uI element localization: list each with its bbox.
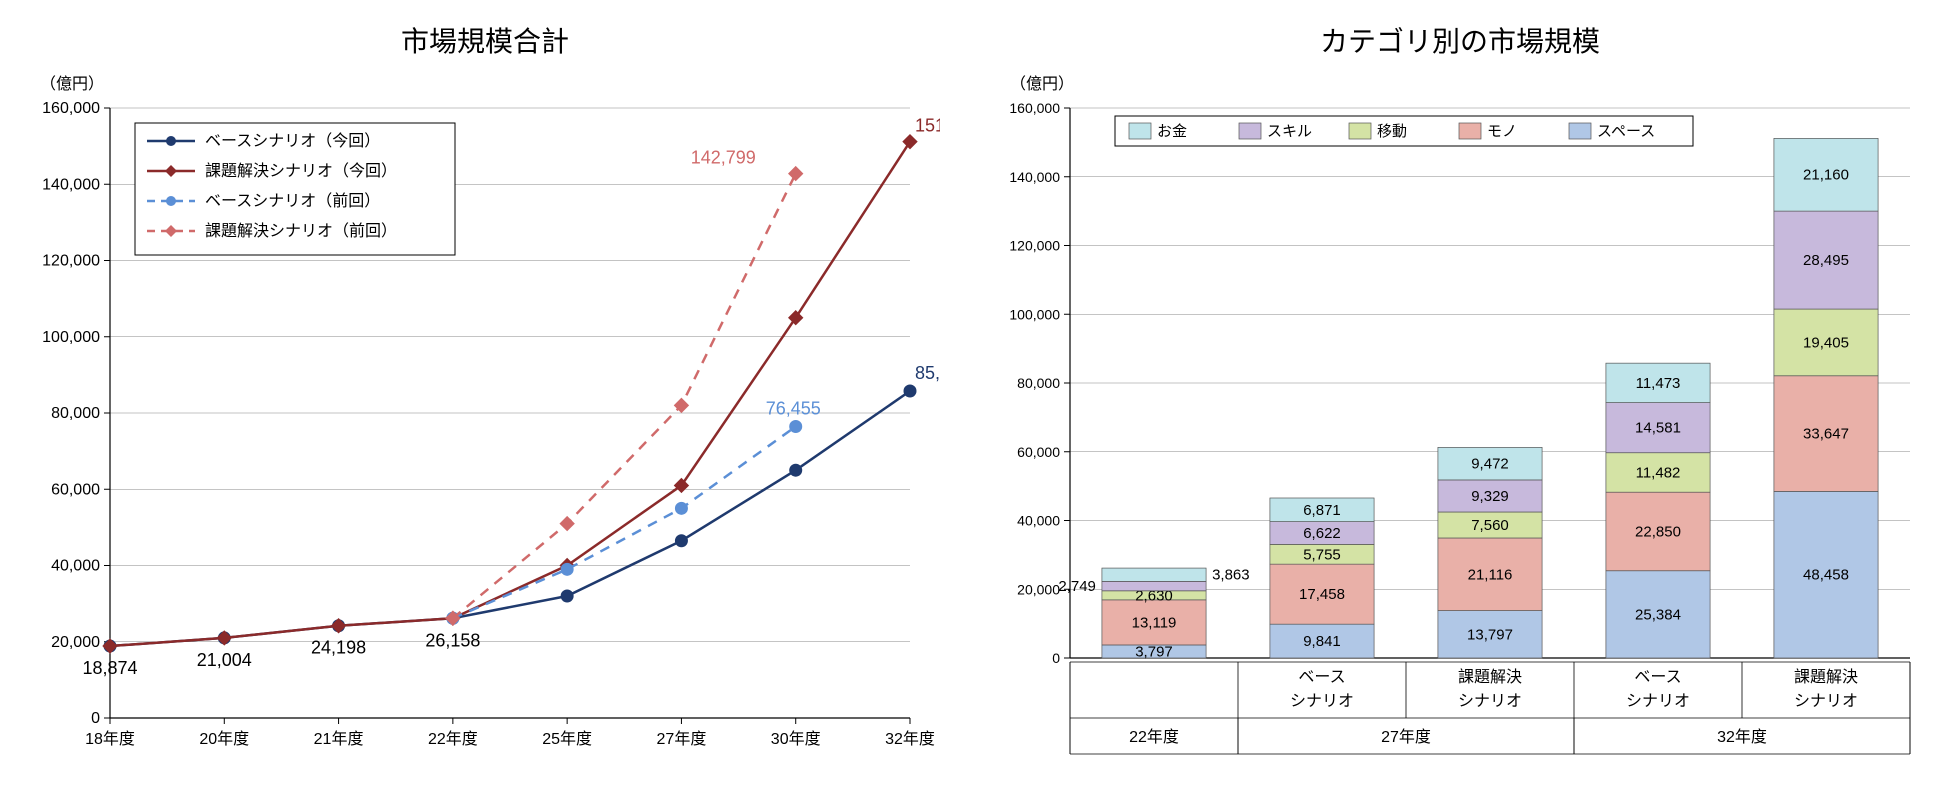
svg-text:22年度: 22年度	[428, 730, 478, 748]
svg-text:お金: お金	[1157, 123, 1187, 140]
svg-text:100,000: 100,000	[1009, 306, 1060, 322]
svg-text:21,160: 21,160	[1803, 167, 1849, 184]
svg-text:60,000: 60,000	[51, 481, 100, 498]
svg-text:ベース: ベース	[1634, 669, 1681, 686]
svg-text:76,455: 76,455	[766, 399, 821, 419]
svg-text:課題解決: 課題解決	[1794, 668, 1858, 686]
svg-text:6,622: 6,622	[1303, 525, 1341, 542]
svg-text:25年度: 25年度	[542, 730, 592, 748]
svg-text:40,000: 40,000	[51, 558, 100, 575]
right-chart-title: カテゴリ別の市場規模	[990, 20, 1930, 60]
svg-text:120,000: 120,000	[42, 253, 100, 270]
svg-text:151,165: 151,165	[915, 116, 940, 136]
svg-text:27年度: 27年度	[1381, 728, 1431, 746]
svg-text:シナリオ: シナリオ	[1626, 693, 1690, 710]
svg-text:26,158: 26,158	[425, 630, 480, 650]
svg-text:140,000: 140,000	[1009, 169, 1060, 185]
svg-text:スキル: スキル	[1267, 123, 1312, 140]
svg-text:120,000: 120,000	[1009, 238, 1060, 254]
svg-text:21,004: 21,004	[197, 650, 252, 670]
svg-text:スペース: スペース	[1597, 123, 1655, 140]
svg-text:14,581: 14,581	[1635, 420, 1681, 437]
svg-text:33,647: 33,647	[1803, 426, 1849, 443]
svg-text:20,000: 20,000	[1017, 581, 1060, 597]
svg-text:27年度: 27年度	[657, 730, 707, 748]
svg-text:21年度: 21年度	[314, 730, 364, 748]
svg-text:85,770: 85,770	[915, 363, 940, 383]
svg-text:5,755: 5,755	[1303, 546, 1341, 563]
svg-text:80,000: 80,000	[1017, 375, 1060, 391]
left-chart-panel: 市場規模合計 （億円） 0 20,000 40,000 60,000 80,000 100…	[20, 20, 950, 778]
svg-text:22,850: 22,850	[1635, 523, 1681, 540]
svg-text:80,000: 80,000	[51, 405, 100, 422]
svg-text:ベース: ベース	[1298, 669, 1345, 686]
svg-text:160,000: 160,000	[42, 100, 100, 117]
svg-text:13,797: 13,797	[1467, 626, 1513, 643]
svg-text:24,198: 24,198	[311, 638, 366, 658]
svg-text:シナリオ: シナリオ	[1794, 693, 1858, 710]
svg-text:160,000: 160,000	[1009, 100, 1060, 116]
svg-text:9,841: 9,841	[1303, 633, 1341, 650]
svg-text:17,458: 17,458	[1299, 586, 1345, 603]
svg-text:21,116: 21,116	[1468, 566, 1513, 583]
svg-text:32年度: 32年度	[885, 730, 935, 748]
left-chart-svg: 0 20,000 40,000 60,000 80,000 100,000 120,000 1…	[20, 98, 940, 778]
svg-text:142,799: 142,799	[691, 148, 756, 168]
svg-text:60,000: 60,000	[1017, 444, 1060, 460]
svg-text:25,384: 25,384	[1635, 606, 1681, 623]
right-unit-label: （億円）	[1010, 70, 1930, 94]
svg-text:9,472: 9,472	[1471, 456, 1509, 473]
svg-text:19,405: 19,405	[1803, 334, 1849, 351]
svg-text:0: 0	[1052, 650, 1060, 666]
svg-text:7,560: 7,560	[1471, 517, 1509, 534]
svg-text:6,871: 6,871	[1303, 502, 1341, 519]
svg-text:9,329: 9,329	[1471, 488, 1509, 505]
svg-text:11,482: 11,482	[1636, 464, 1681, 481]
svg-text:課題解決シナリオ（今回）: 課題解決シナリオ（今回）	[205, 162, 397, 180]
right-chart-svg: 0 20,000 40,000 60,000 80,000 100,000 120,000 1…	[990, 98, 1930, 778]
svg-text:モノ: モノ	[1487, 123, 1517, 140]
left-chart-title: 市場規模合計	[20, 20, 950, 60]
svg-text:2,749: 2,749	[1058, 578, 1096, 595]
svg-text:20年度: 20年度	[199, 730, 249, 748]
svg-text:3,797: 3,797	[1135, 643, 1173, 660]
svg-text:シナリオ: シナリオ	[1458, 693, 1522, 710]
svg-text:移動: 移動	[1377, 123, 1407, 140]
svg-text:シナリオ: シナリオ	[1290, 693, 1354, 710]
svg-text:ベースシナリオ（今回）: ベースシナリオ（今回）	[205, 132, 380, 150]
svg-text:32年度: 32年度	[1717, 728, 1767, 746]
svg-text:課題解決: 課題解決	[1458, 668, 1522, 686]
svg-text:28,495: 28,495	[1803, 252, 1849, 269]
svg-text:3,863: 3,863	[1212, 567, 1250, 584]
svg-text:48,458: 48,458	[1803, 567, 1849, 584]
svg-text:20,000: 20,000	[51, 634, 100, 651]
left-unit-label: （億円）	[40, 70, 950, 94]
svg-text:100,000: 100,000	[42, 329, 100, 346]
svg-text:ベースシナリオ（前回）: ベースシナリオ（前回）	[205, 192, 380, 210]
svg-text:13,119: 13,119	[1132, 614, 1177, 631]
svg-text:11,473: 11,473	[1636, 375, 1681, 392]
right-chart-panel: カテゴリ別の市場規模 （億円） 0 20,000 40,000 60,000 80,00…	[990, 20, 1930, 778]
svg-text:22年度: 22年度	[1129, 728, 1179, 746]
svg-text:18年度: 18年度	[85, 730, 135, 748]
svg-text:40,000: 40,000	[1017, 513, 1060, 529]
svg-text:18,874: 18,874	[82, 658, 137, 678]
svg-text:30年度: 30年度	[771, 730, 821, 748]
svg-text:課題解決シナリオ（前回）: 課題解決シナリオ（前回）	[205, 222, 397, 240]
svg-text:0: 0	[91, 710, 100, 727]
svg-text:140,000: 140,000	[42, 176, 100, 193]
